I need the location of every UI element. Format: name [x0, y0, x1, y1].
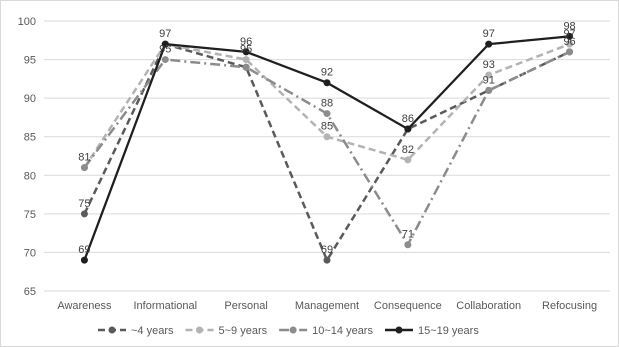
y-tick-label: 90: [24, 93, 36, 105]
data-label: 69: [78, 244, 90, 256]
data-point: [161, 40, 169, 48]
data-label: 98: [563, 20, 575, 32]
data-label: 92: [321, 67, 333, 79]
legend: ~4 years 5~9 years 10~14 years 15~19 years: [98, 325, 479, 337]
data-point: [485, 71, 493, 79]
series-lines: [80, 32, 574, 264]
data-label: 82: [402, 144, 414, 156]
legend-label: ~4 years: [131, 325, 174, 337]
y-tick-label: 80: [24, 170, 36, 182]
y-tick-label: 85: [24, 132, 36, 144]
y-tick-label: 95: [24, 55, 36, 67]
legend-label: 15~19 years: [418, 325, 479, 337]
x-tick-label: Collaboration: [456, 300, 521, 312]
data-label: 88: [321, 98, 333, 110]
x-tick-label: Informational: [133, 300, 197, 312]
data-point: [323, 110, 331, 118]
data-label: 95: [240, 44, 252, 56]
data-label: 97: [483, 28, 495, 40]
legend-label: 10~14 years: [312, 325, 373, 337]
data-point: [161, 56, 169, 64]
data-point: [242, 56, 250, 64]
data-label: 81: [78, 152, 90, 164]
y-tick-label: 75: [24, 209, 36, 221]
data-label: 93: [483, 59, 495, 71]
data-point: [566, 40, 574, 48]
data-label: 69: [321, 244, 333, 256]
data-point: [566, 32, 574, 40]
y-tick-label: 65: [24, 286, 36, 298]
x-tick-label: Management: [295, 300, 359, 312]
y-axis-ticks: 65 70 75 80 85 90 95 100: [18, 16, 36, 298]
x-tick-label: Refocusing: [542, 300, 597, 312]
data-point: [404, 156, 412, 164]
data-label: 96: [240, 36, 252, 48]
legend-item: ~4 years: [98, 325, 174, 337]
legend-label: 5~9 years: [219, 325, 268, 337]
y-tick-label: 100: [18, 16, 36, 28]
data-point: [80, 210, 88, 218]
data-point: [323, 133, 331, 141]
x-tick-label: Personal: [224, 300, 267, 312]
data-point: [485, 40, 493, 48]
legend-marker: [196, 326, 203, 334]
legend-marker: [108, 326, 116, 334]
legend-marker: [395, 326, 403, 334]
data-label: 86: [402, 113, 414, 125]
data-point: [323, 256, 331, 264]
data-label: 91: [483, 74, 495, 86]
legend-item: 15~19 years: [384, 325, 479, 337]
legend-item: 10~14 years: [279, 325, 373, 337]
series-3: [80, 48, 574, 249]
data-label: 97: [159, 28, 171, 40]
data-label: 95: [159, 44, 171, 56]
data-point: [404, 241, 412, 249]
series-4: [80, 32, 574, 264]
data-point: [242, 63, 250, 71]
x-tick-label: Consequence: [374, 300, 442, 312]
data-point: [566, 48, 574, 56]
legend-item: 5~9 years: [185, 325, 268, 337]
data-point: [323, 79, 331, 87]
data-point: [80, 164, 88, 172]
data-point: [485, 86, 493, 94]
y-tick-label: 70: [24, 247, 36, 259]
data-point: [242, 48, 250, 56]
x-tick-label: Awareness: [57, 300, 112, 312]
x-axis-ticks: Awareness Informational Personal Management…: [57, 300, 597, 312]
data-point: [404, 125, 412, 133]
data-label: 71: [402, 229, 414, 241]
legend-marker: [289, 326, 297, 334]
data-label: 75: [78, 198, 90, 210]
data-label: 97: [563, 28, 575, 40]
data-label: 85: [321, 121, 333, 133]
data-label: 96: [563, 36, 575, 48]
data-point: [80, 256, 88, 264]
